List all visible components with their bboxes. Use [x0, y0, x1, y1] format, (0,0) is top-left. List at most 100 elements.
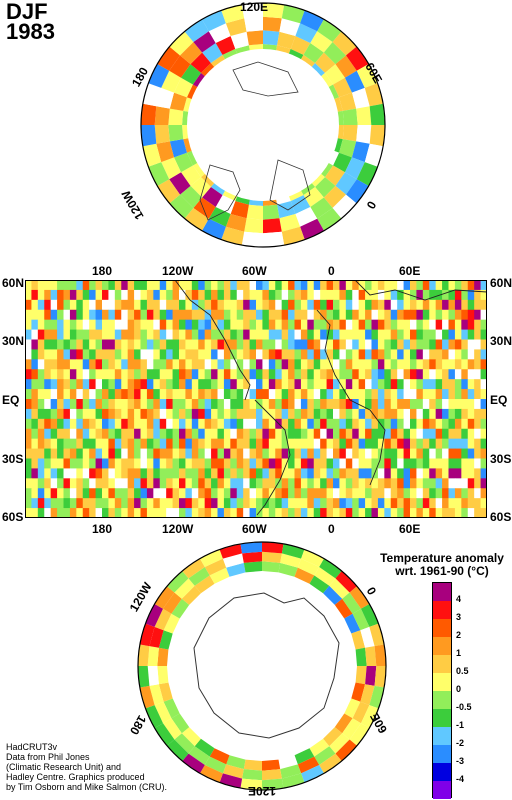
world-grid-cell	[320, 309, 327, 321]
south-polar-grid-cell	[342, 592, 361, 614]
world-grid-cell	[217, 428, 225, 440]
world-grid-cell	[429, 458, 437, 469]
world-grid-cell	[467, 369, 475, 380]
world-grid-cell	[172, 428, 180, 440]
world-grid-cell	[461, 389, 469, 400]
world-grid-cell	[300, 408, 308, 420]
world-grid-cell	[166, 498, 173, 509]
world-grid-cell	[249, 478, 257, 489]
world-grid-cell	[281, 488, 289, 499]
world-grid-cell	[345, 438, 353, 449]
world-grid-cell	[37, 349, 45, 360]
world-grid-cell	[76, 329, 84, 340]
legend-title-line2: wrt. 1961-90 (°C)	[395, 564, 489, 578]
world-grid-cell	[223, 488, 231, 499]
world-grid-cell	[204, 448, 212, 459]
world-grid-cell	[121, 280, 129, 291]
world-grid-cell	[294, 448, 302, 459]
south-polar-grid-cell	[149, 684, 164, 706]
south-polar-grid-cell	[182, 753, 205, 774]
world-grid-cell	[31, 389, 39, 400]
world-grid-cell	[268, 399, 276, 410]
world-grid-cell	[31, 478, 39, 489]
world-grid-cell	[448, 349, 456, 360]
world-grid-cell	[236, 438, 244, 449]
world-grid-cell	[474, 448, 481, 459]
world-grid-cell	[114, 289, 122, 301]
world-grid-cell	[384, 379, 392, 390]
world-grid-cell	[69, 389, 77, 400]
south-polar-grid-cell	[181, 727, 201, 747]
world-grid-cell	[281, 329, 289, 340]
world-grid-cell	[76, 379, 84, 390]
south-polar-grid-cell	[219, 543, 243, 559]
world-grid-cell	[454, 280, 462, 291]
world-grid-cell	[243, 478, 250, 489]
world-grid-cell	[121, 359, 129, 370]
world-grid-cell	[127, 438, 135, 449]
world-grid-cell	[114, 339, 122, 350]
world-grid-cell	[313, 319, 321, 330]
world-grid-cell	[102, 458, 109, 469]
world-grid-cell	[448, 448, 456, 459]
world-grid-cell	[307, 299, 315, 311]
world-grid-cell	[69, 399, 77, 410]
world-grid-cell	[390, 369, 398, 380]
north-polar-grid-cell	[141, 103, 157, 125]
world-grid-cell	[223, 498, 231, 509]
world-grid-cell	[467, 379, 475, 390]
world-grid-cell	[416, 319, 424, 330]
world-grid-cell	[320, 428, 327, 440]
world-grid-cell	[435, 299, 443, 311]
world-grid-cell	[429, 280, 437, 291]
world-grid-cell	[435, 359, 443, 370]
world-grid-cell	[223, 468, 231, 479]
world-grid-cell	[467, 289, 475, 301]
world-grid-cell	[185, 408, 193, 420]
north-polar-grid-cell	[156, 87, 174, 109]
world-grid-cell	[365, 448, 372, 459]
world-grid-cell	[223, 408, 231, 420]
world-grid-cell	[448, 408, 456, 420]
world-grid-cell	[345, 418, 353, 430]
world-grid-cell	[474, 369, 481, 380]
world-grid-cell	[416, 359, 424, 370]
world-grid-cell	[358, 468, 366, 479]
world-grid-cell	[63, 329, 71, 340]
world-grid-cell	[198, 369, 206, 380]
world-grid-cell	[127, 339, 135, 350]
world-grid-cell	[69, 468, 77, 479]
world-grid-cell	[108, 309, 116, 321]
world-grid-cell	[416, 349, 424, 360]
world-grid-cell	[429, 329, 437, 340]
world-grid-cell	[345, 369, 353, 380]
world-grid-cell	[480, 329, 487, 340]
world-grid-cell	[422, 289, 430, 301]
world-grid-cell	[63, 349, 71, 360]
world-grid-cell	[461, 438, 469, 449]
world-grid-cell	[134, 319, 141, 330]
south-polar-grid-cell	[374, 666, 386, 688]
world-grid-cell	[166, 508, 173, 518]
world-grid-cell	[44, 280, 52, 291]
antarctica-outline	[193, 592, 340, 739]
legend-swatch	[433, 709, 451, 727]
world-grid-cell	[108, 379, 116, 390]
south-polar-grid-cell	[280, 764, 302, 779]
world-grid-cell	[467, 339, 475, 350]
world-grid-cell	[121, 428, 129, 440]
world-grid-cell	[134, 428, 141, 440]
north-polar-grid-cell	[342, 125, 358, 142]
world-grid-cell	[429, 319, 437, 330]
north-polar-grid-cell	[277, 31, 296, 49]
world-grid-cell	[262, 329, 270, 340]
world-grid-cell	[390, 408, 398, 420]
world-grid-cell	[435, 438, 443, 449]
world-grid-cell	[275, 478, 283, 489]
world-grid-cell	[442, 508, 449, 518]
world-grid-cell	[223, 329, 231, 340]
world-grid-cell	[256, 319, 263, 330]
world-grid-cell	[76, 369, 84, 380]
world-grid-cell	[236, 289, 244, 301]
south-polar-grid-cell	[154, 586, 175, 609]
